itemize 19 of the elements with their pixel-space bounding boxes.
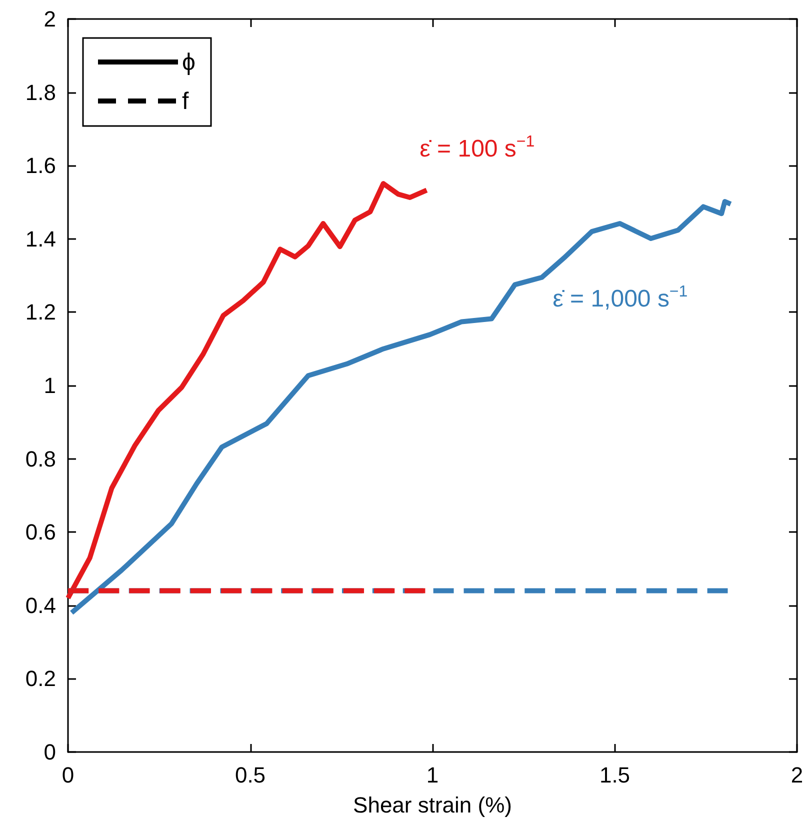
x-tick-label: 0.5 (234, 762, 266, 788)
x-tick-label: 2 (790, 762, 804, 788)
annotation: ϕ (182, 49, 196, 76)
y-tick-label: 1.4 (25, 226, 56, 252)
y-tick-label: 0 (44, 740, 56, 764)
y-tick-label: 0.2 (25, 666, 56, 692)
x-tick-label: 1.5 (599, 762, 630, 788)
y-tick-label: 1.8 (25, 80, 56, 105)
y-tick-label: 2 (44, 6, 56, 32)
y-tick-label: 1 (44, 373, 56, 398)
y-tick-label: 0.4 (25, 592, 56, 618)
x-axis-title: Shear strain (%) (353, 792, 512, 818)
annotation: f (182, 88, 189, 115)
y-tick-label: 1.2 (25, 300, 56, 325)
y-tick-label: 1.6 (25, 153, 56, 178)
y-tick-label: 0.8 (25, 446, 56, 472)
x-tick-label: 0 (62, 762, 74, 788)
x-tick-label: 1 (426, 762, 439, 788)
y-tick-label: 0.6 (25, 520, 56, 545)
